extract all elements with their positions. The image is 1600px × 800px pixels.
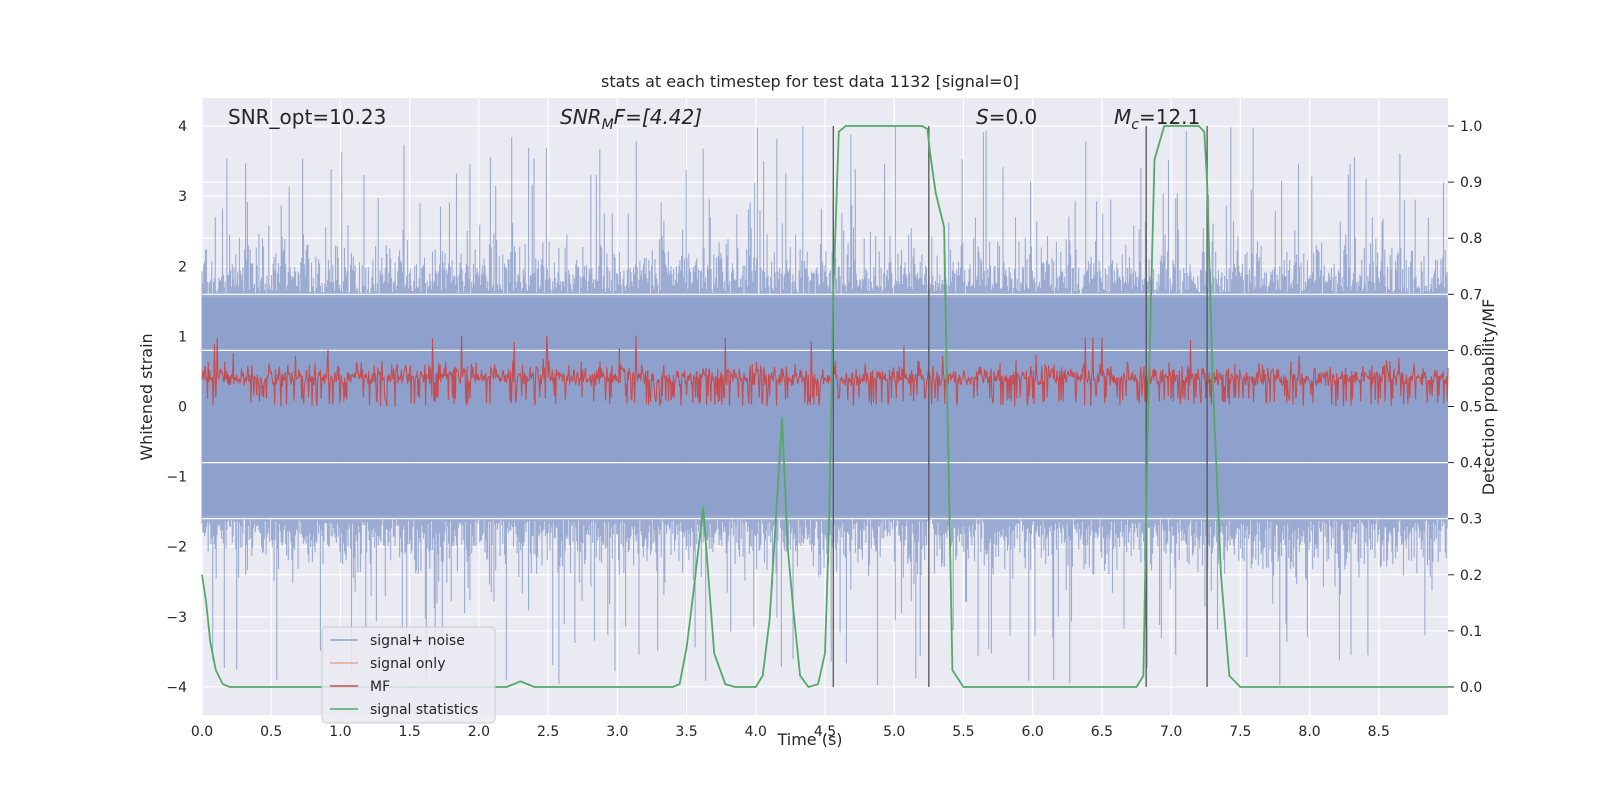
x-tick-label: 6.0 xyxy=(1022,724,1044,740)
x-tick-label: 0.0 xyxy=(191,724,213,740)
annotation-mc: Mc=12.1 xyxy=(1114,105,1200,133)
chart-title: stats at each timestep for test data 113… xyxy=(601,72,1019,91)
y-tick-label: −1 xyxy=(166,470,187,486)
y-tick-label-right: 0.1 xyxy=(1460,624,1482,640)
series-mf xyxy=(201,335,1449,407)
annotation-s-rest: =0.0 xyxy=(989,105,1038,129)
x-tick-label: 8.5 xyxy=(1368,724,1390,740)
annotation-snr-opt: SNR_opt=10.23 xyxy=(228,105,386,129)
y-tick-label: −4 xyxy=(166,680,187,696)
y-tick-label-right: 0.6 xyxy=(1460,343,1482,359)
vertical-markers xyxy=(832,126,1208,687)
y-axis-ticks-right: 1.0 0.9 0.8 0.7 0.6 0.5 0.4 0.3 0.2 0.1 0.0 xyxy=(1448,119,1482,696)
y-tick-label: 0 xyxy=(178,400,187,416)
y-tick-label-right: 0.7 xyxy=(1460,287,1482,303)
series-signal-statistics xyxy=(201,125,1448,689)
y-tick-label: 2 xyxy=(178,259,187,275)
x-tick-label: 5.5 xyxy=(952,724,974,740)
x-tick-label: 3.0 xyxy=(606,724,628,740)
x-tick-label: 5.0 xyxy=(883,724,905,740)
y-tick-label: 3 xyxy=(178,189,187,205)
annotation-mc-rest: =12.1 xyxy=(1139,105,1200,129)
annotation-snr-mf-main: SNR xyxy=(560,105,602,129)
legend-label-signal-statistics: signal statistics xyxy=(370,702,478,718)
series-signal-noise xyxy=(201,126,1448,686)
x-tick-label: 3.5 xyxy=(675,724,697,740)
x-tick-label: 2.5 xyxy=(537,724,559,740)
legend-label-signal-noise: signal+ noise xyxy=(370,633,465,649)
y-tick-label-right: 0.4 xyxy=(1460,456,1482,472)
legend-label-signal-only: signal only xyxy=(370,656,445,672)
legend: signal+ noise signal only MF signal stat… xyxy=(321,626,496,724)
y-tick-label-right: 0.9 xyxy=(1460,175,1482,191)
x-tick-label: 7.0 xyxy=(1160,724,1182,740)
y-tick-label-right: 0.8 xyxy=(1460,231,1482,247)
x-tick-label: 1.0 xyxy=(329,724,351,740)
x-tick-label: 7.5 xyxy=(1229,724,1251,740)
mf-trace xyxy=(201,335,1449,407)
x-axis-ticks: 0.0 0.5 1.0 1.5 2.0 2.5 3.0 3.5 4.0 4.5 5.0 5.5 6.0 6… xyxy=(191,724,1390,740)
y-axis-ticks-left: 4 3 2 1 0 −1 −2 −3 −4 xyxy=(166,119,187,696)
y-tick-label: 4 xyxy=(178,119,187,135)
annotation-s: S=0.0 xyxy=(976,105,1037,129)
signal-noise-core xyxy=(202,297,1448,516)
y-axis-label-right: Detection probability/MF xyxy=(1479,299,1498,496)
x-tick-label: 4.5 xyxy=(814,724,836,740)
x-axis-label: Time (s) xyxy=(776,730,842,749)
y-tick-label-right: 0.2 xyxy=(1460,568,1482,584)
x-tick-label: 1.5 xyxy=(399,724,421,740)
y-tick-label: −3 xyxy=(166,610,187,626)
x-tick-label: 6.5 xyxy=(1091,724,1113,740)
y-tick-label-right: 0.5 xyxy=(1460,400,1482,416)
y-tick-label-right: 1.0 xyxy=(1460,119,1482,135)
annotation-s-var: S xyxy=(976,105,989,129)
signal-statistics-line xyxy=(201,125,1448,689)
legend-label-mf: MF xyxy=(370,679,390,695)
y-tick-label: −2 xyxy=(166,540,187,556)
annotation-snr-mf-sub: M xyxy=(602,117,614,133)
annotation-snr-mf-rest: F=[4.42] xyxy=(614,105,702,129)
legend-box xyxy=(321,626,496,724)
y-tick-label-right: 0.3 xyxy=(1460,512,1482,528)
annotation-snr-mf: SNRMF=[4.42] xyxy=(560,105,702,133)
y-tick-label-right: 0.0 xyxy=(1460,680,1482,696)
x-tick-label: 0.5 xyxy=(260,724,282,740)
annotation-mc-sub: c xyxy=(1131,117,1139,133)
x-tick-label: 2.0 xyxy=(468,724,490,740)
y-tick-label: 1 xyxy=(178,329,187,345)
x-tick-label: 8.0 xyxy=(1298,724,1320,740)
x-tick-label: 4.0 xyxy=(745,724,767,740)
y-axis-label: Whitened strain xyxy=(137,333,156,460)
annotation-mc-main: M xyxy=(1114,105,1131,129)
